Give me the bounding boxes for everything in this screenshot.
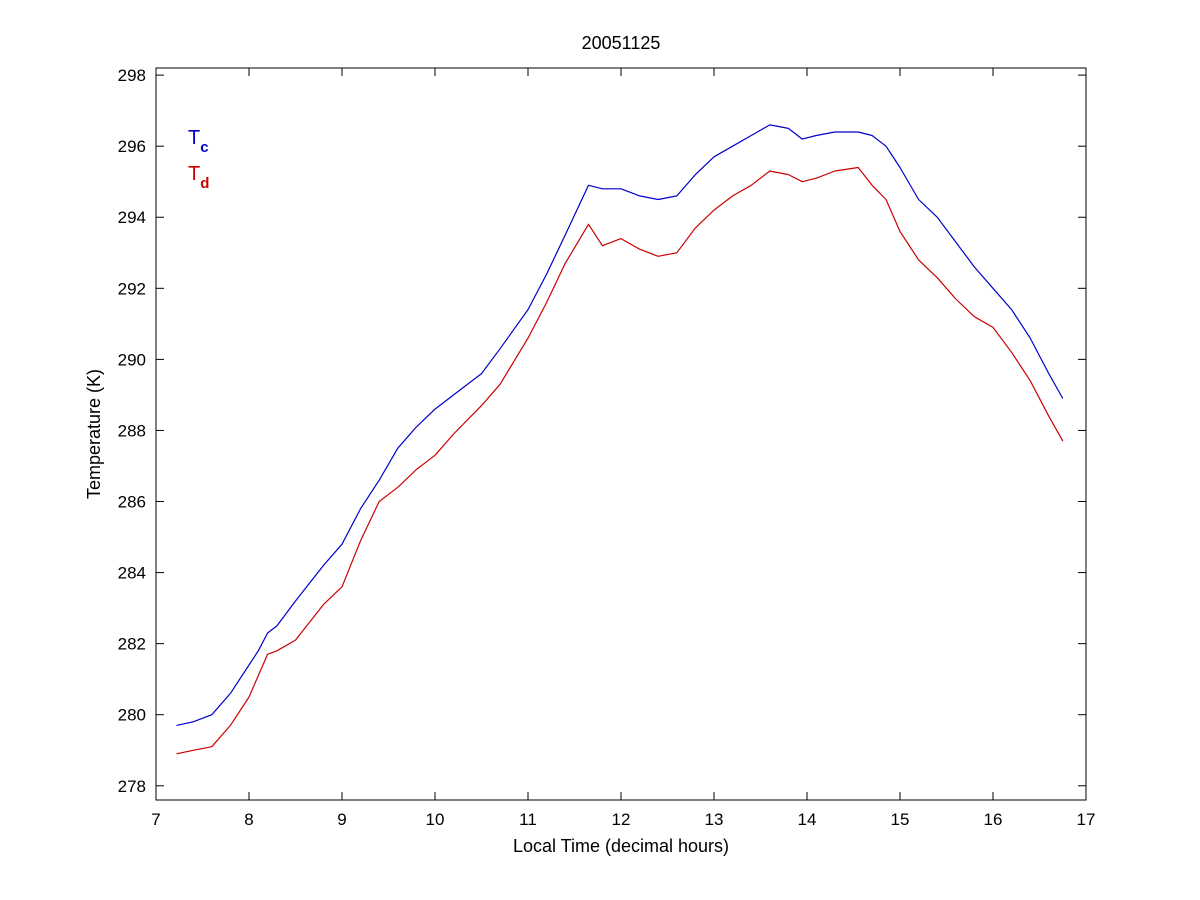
x-axis-label: Local Time (decimal hours) <box>513 836 729 856</box>
x-axis-ticks: 7 8 9 10 11 12 13 14 15 16 17 <box>151 68 1095 829</box>
series-line-tc <box>176 124 1064 726</box>
legend-tc-subscript: c <box>200 139 208 156</box>
x-tick-label: 9 <box>337 810 346 829</box>
x-tick-label: 14 <box>798 810 817 829</box>
y-tick-label: 280 <box>118 706 146 725</box>
plot-area <box>155 67 1087 801</box>
y-tick-label: 282 <box>118 635 146 654</box>
y-tick-label: 286 <box>118 493 146 512</box>
y-tick-label: 294 <box>118 208 146 227</box>
x-tick-label: 10 <box>426 810 445 829</box>
x-tick-label: 16 <box>984 810 1003 829</box>
y-tick-label: 296 <box>118 137 146 156</box>
series-line-td <box>176 166 1064 755</box>
legend-entry-td: Td <box>188 163 209 192</box>
y-axis-ticks: 278 280 282 284 286 288 290 292 294 296 298 <box>118 66 1086 796</box>
y-tick-label: 278 <box>118 777 146 796</box>
y-tick-label: 290 <box>118 350 146 369</box>
y-tick-label: 284 <box>118 564 146 583</box>
y-tick-label: 288 <box>118 421 146 440</box>
series-layer <box>176 124 1064 755</box>
x-tick-label: 15 <box>891 810 910 829</box>
x-tick-label: 11 <box>519 810 537 829</box>
legend-tc-symbol: T <box>188 127 200 149</box>
chart-title: 20051125 <box>582 33 661 53</box>
x-tick-label: 8 <box>244 810 253 829</box>
x-tick-label: 17 <box>1077 810 1096 829</box>
y-axis-label: Temperature (K) <box>84 369 104 499</box>
legend-td-symbol: T <box>188 163 200 185</box>
y-tick-label: 292 <box>118 279 146 298</box>
x-tick-label: 12 <box>612 810 631 829</box>
x-tick-label: 13 <box>705 810 724 829</box>
y-tick-label: 298 <box>118 66 146 85</box>
x-tick-label: 7 <box>151 810 160 829</box>
legend-td-subscript: d <box>200 175 209 192</box>
legend-entry-tc: Tc <box>188 127 209 156</box>
legend: Tc Td <box>188 127 209 192</box>
